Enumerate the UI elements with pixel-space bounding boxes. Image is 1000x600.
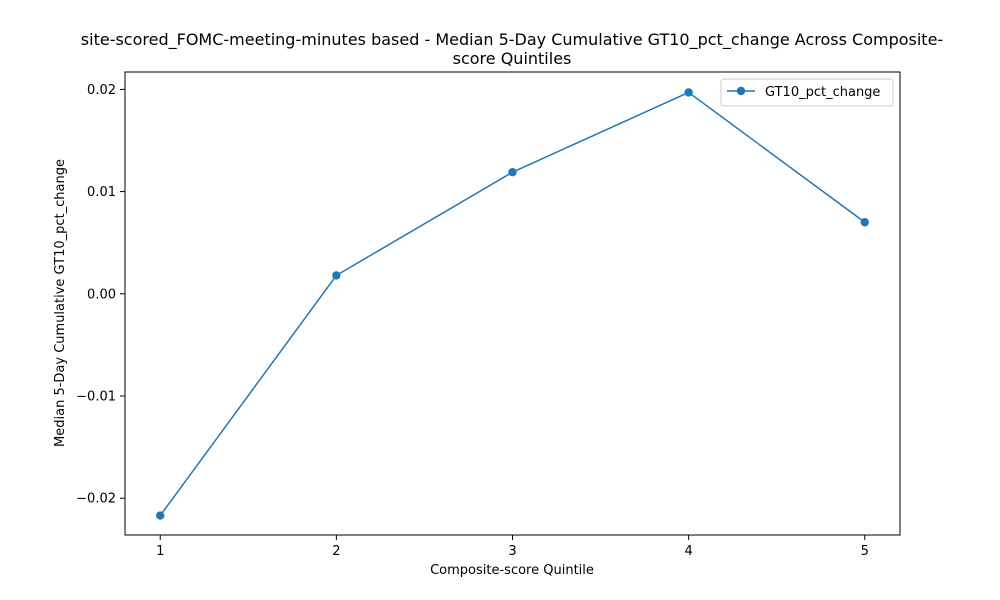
y-axis-label: Median 5-Day Cumulative GT10_pct_change bbox=[53, 159, 68, 447]
y-tick-label: −0.02 bbox=[76, 492, 116, 507]
chart-title-line-2: score Quintiles bbox=[453, 49, 572, 68]
data-point bbox=[156, 511, 165, 520]
legend-marker-swatch bbox=[736, 86, 746, 96]
x-tick-label: 1 bbox=[156, 544, 164, 559]
y-tick-label: 0.02 bbox=[87, 83, 116, 98]
data-point bbox=[508, 167, 517, 177]
x-tick-label: 4 bbox=[684, 544, 692, 559]
data-point bbox=[332, 271, 341, 280]
legend-label: GT10_pct_change bbox=[765, 85, 880, 100]
y-tick-label: −0.01 bbox=[76, 389, 116, 404]
legend: GT10_pct_change bbox=[720, 78, 894, 107]
y-axis-ticks: −0.02 −0.01 0.00 0.01 0.02 bbox=[76, 83, 125, 507]
plot-area-frame bbox=[124, 71, 901, 536]
data-point bbox=[860, 218, 869, 227]
legend-box bbox=[720, 78, 894, 107]
x-axis-label: Composite-score Quintile bbox=[430, 563, 594, 578]
data-point bbox=[684, 88, 693, 97]
chart-title-line-1: site-scored_FOMC-meeting-minutes based -… bbox=[81, 30, 943, 50]
y-tick-label: 0.00 bbox=[87, 287, 116, 302]
x-tick-label: 2 bbox=[332, 544, 340, 559]
y-tick-label: 0.01 bbox=[87, 185, 116, 200]
series-layer bbox=[156, 88, 869, 520]
x-tick-label: 5 bbox=[861, 544, 869, 559]
x-axis-ticks: 1 2 3 4 5 bbox=[156, 535, 869, 559]
x-tick-label: 3 bbox=[508, 544, 516, 559]
